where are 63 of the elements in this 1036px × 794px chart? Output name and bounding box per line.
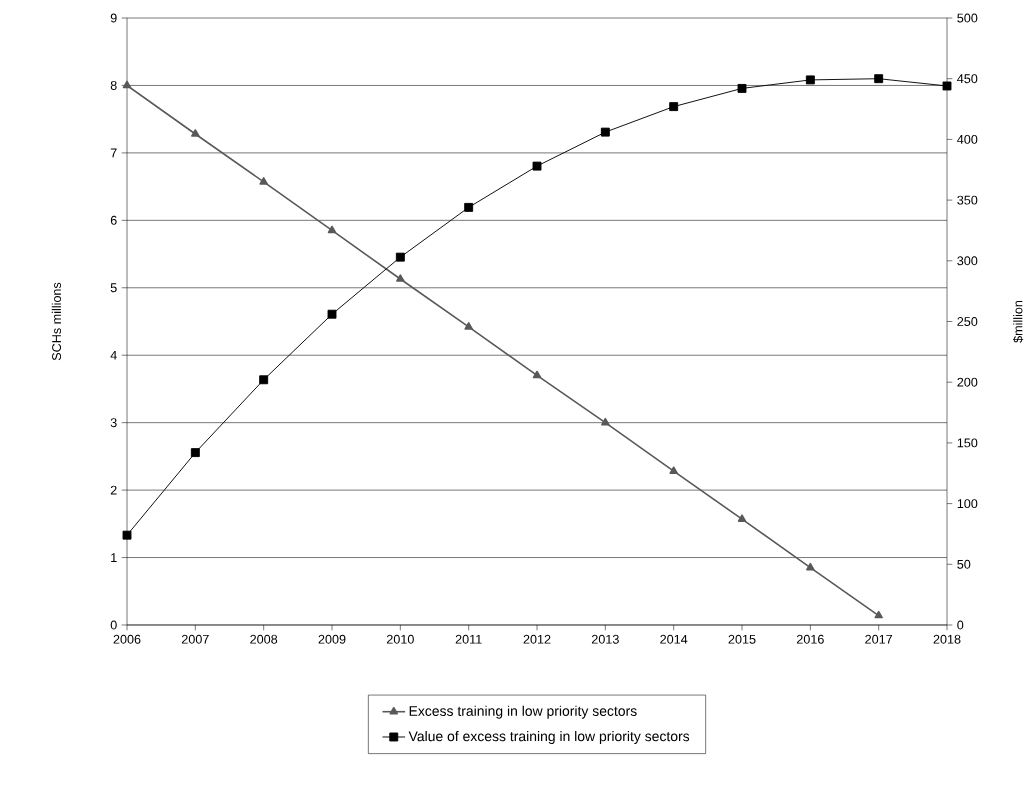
point	[669, 102, 679, 112]
x-tick-label: 2007	[181, 634, 209, 644]
y2-tick-label: 400	[957, 134, 978, 144]
y2-tick-label: 150	[957, 438, 978, 448]
point	[737, 514, 747, 522]
y2-tick-label: 500	[957, 13, 978, 23]
point	[464, 202, 474, 212]
x-tick-label: 2010	[386, 634, 414, 644]
x-tick-label: 2013	[591, 634, 619, 644]
point	[190, 448, 200, 458]
y-tick-label: 0	[110, 620, 117, 630]
point	[942, 81, 952, 91]
y2-tick-label: 50	[957, 559, 971, 569]
x-tick-label: 2009	[318, 634, 346, 644]
y-tick-label: 9	[110, 13, 117, 23]
y2-tick-label: 0	[957, 620, 964, 630]
y-tick-label: 2	[110, 485, 117, 495]
x-tick-label: 2015	[728, 634, 756, 644]
y2-tick-label: 300	[957, 256, 978, 266]
point	[122, 80, 132, 89]
y2-tick-label: 200	[957, 377, 978, 387]
y-axis-title: SCHs millions	[51, 282, 62, 361]
point	[191, 129, 200, 137]
point	[874, 610, 883, 619]
point	[806, 562, 815, 571]
y-tick-label: 8	[110, 80, 117, 90]
legend-label: Excess training in low priority sectors	[409, 705, 637, 719]
x-tick-label: 2008	[250, 634, 278, 644]
point	[259, 177, 268, 185]
point	[737, 83, 747, 93]
point	[669, 466, 678, 475]
y-tick-label: 3	[110, 418, 117, 428]
y-tick-label: 6	[110, 215, 117, 225]
x-tick-label: 2017	[865, 634, 893, 644]
point	[600, 127, 610, 137]
x-tick-label: 2011	[455, 634, 482, 644]
y-tick-label: 5	[110, 283, 117, 293]
point	[122, 530, 132, 540]
point	[601, 417, 610, 426]
y-tick-label: 4	[110, 350, 117, 360]
y2-tick-label: 250	[957, 317, 978, 326]
point	[327, 225, 337, 234]
y2-axis-title: $million	[1012, 300, 1024, 343]
legend-label: Value of excess training in low priority sectors	[408, 730, 690, 744]
x-tick-label: 2016	[796, 634, 824, 644]
point	[532, 370, 542, 379]
point	[327, 309, 337, 319]
point	[805, 75, 815, 85]
x-tick-label: 2006	[113, 634, 141, 644]
point	[396, 274, 405, 282]
point	[395, 252, 405, 262]
y2-tick-label: 450	[957, 74, 978, 84]
point	[532, 161, 542, 171]
y2-tick-label: 350	[957, 195, 978, 205]
y2-tick-label: 100	[957, 499, 978, 509]
x-tick-label: 2018	[933, 634, 961, 644]
point	[259, 375, 269, 385]
y-tick-label: 7	[110, 148, 117, 158]
point	[874, 74, 884, 84]
point	[464, 322, 473, 330]
y-tick-label: 1	[111, 553, 117, 562]
x-tick-label: 2012	[523, 634, 551, 644]
x-tick-label: 2014	[660, 634, 688, 644]
